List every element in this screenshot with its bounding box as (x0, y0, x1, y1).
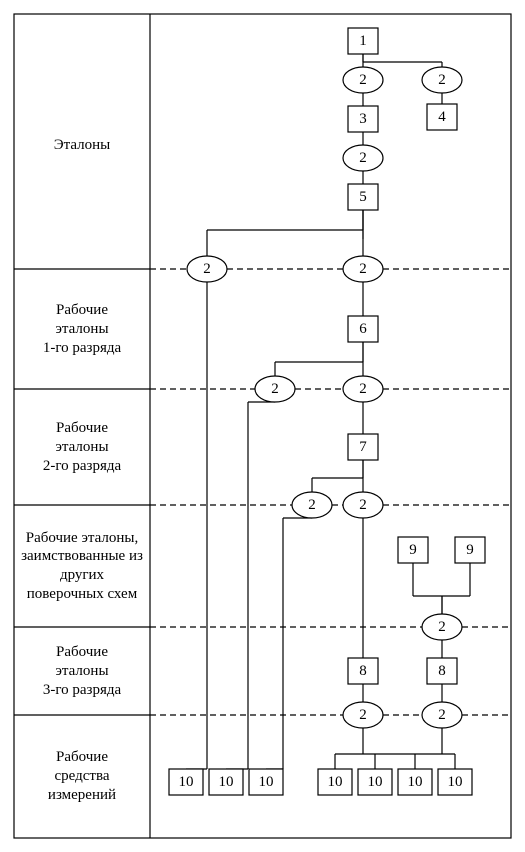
node-label-n6: 6 (359, 321, 367, 337)
row-label-5: Рабочиесредстваизмерений (18, 748, 146, 804)
node-label-o3L: 2 (203, 261, 211, 277)
row-label-2: Рабочиеэталоны2-го разряда (18, 419, 146, 475)
node-label-o4L: 2 (271, 381, 279, 397)
node-label-n4: 4 (438, 109, 446, 125)
node-label-n5: 5 (359, 189, 367, 205)
node-label-o2: 2 (359, 150, 367, 166)
node-label-b1: 10 (179, 774, 194, 790)
diagram-stage: 1 2 2 4 3 2 5 2 2 6 2 2 7 2 2 9 9 2 8 8 2 2 10 10 10 10 10 10 10 Эта… (0, 0, 525, 852)
row-label-0: Эталоны (18, 136, 146, 155)
node-label-b7: 10 (448, 774, 463, 790)
node-label-o5L: 2 (308, 497, 316, 513)
node-label-n3: 3 (359, 111, 367, 127)
node-label-n8a: 8 (359, 663, 367, 679)
row-label-4: Рабочиеэталоны3-го разряда (18, 643, 146, 699)
node-label-b2: 10 (219, 774, 234, 790)
node-label-o1a: 2 (359, 72, 367, 88)
node-label-n9a: 9 (409, 542, 417, 558)
row-label-1: Рабочиеэталоны1-го разряда (18, 301, 146, 357)
node-label-n9b: 9 (466, 542, 474, 558)
node-label-b5: 10 (368, 774, 383, 790)
node-label-b4: 10 (328, 774, 343, 790)
node-label-o1b: 2 (438, 72, 446, 88)
node-label-b6: 10 (408, 774, 423, 790)
node-label-o3R: 2 (359, 261, 367, 277)
node-label-b3: 10 (259, 774, 274, 790)
node-label-o7R: 2 (438, 707, 446, 723)
row-label-3: Рабочие эталоны,заимствованные издругихп… (18, 529, 146, 604)
node-label-o4R: 2 (359, 381, 367, 397)
node-label-o5R: 2 (359, 497, 367, 513)
node-label-o6: 2 (438, 619, 446, 635)
node-label-n1: 1 (359, 33, 367, 49)
node-label-n8b: 8 (438, 663, 446, 679)
node-label-n7: 7 (359, 439, 367, 455)
node-label-o7L: 2 (359, 707, 367, 723)
